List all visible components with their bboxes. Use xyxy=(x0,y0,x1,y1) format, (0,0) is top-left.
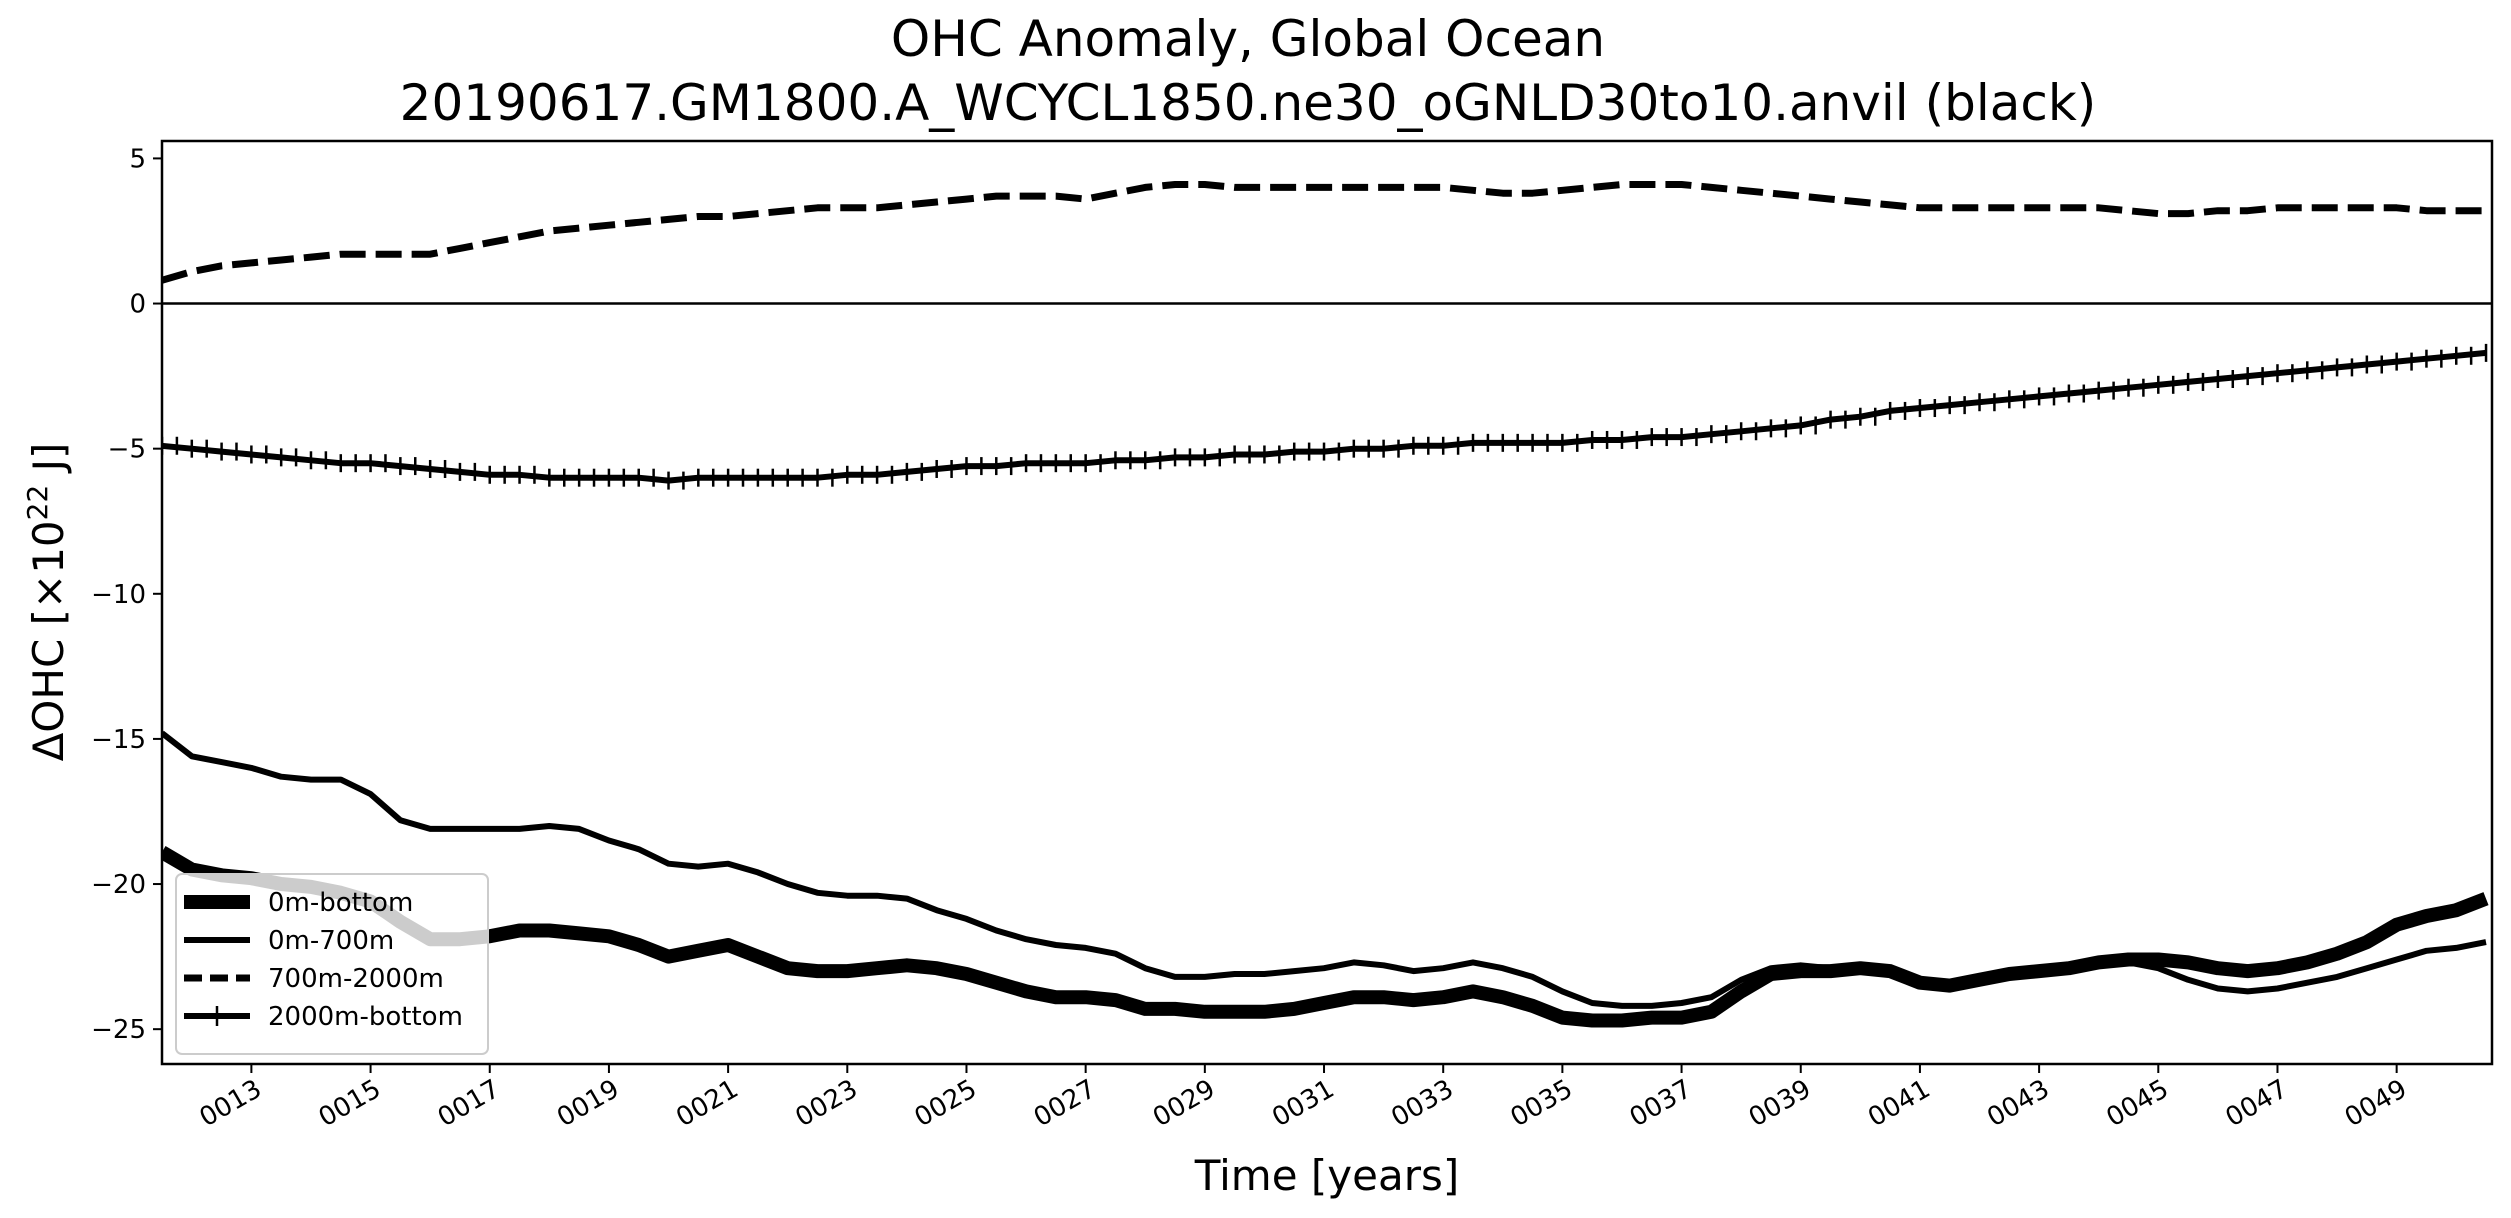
y-axis-label: ΔOHC [×1022 J] xyxy=(21,443,73,762)
series-line-2000m-bottom xyxy=(162,349,2487,484)
x-tick-label: 0025 xyxy=(910,1074,982,1133)
x-tick-label: 0031 xyxy=(1267,1074,1339,1133)
series-line-0m-bottom xyxy=(162,846,2489,1028)
x-axis-label: Time [years] xyxy=(1194,1151,1460,1200)
plot-area xyxy=(160,139,2494,1066)
x-tick-label: 0027 xyxy=(1029,1074,1101,1133)
legend-label-2000m-bottom: 2000m-bottom xyxy=(268,1002,463,1032)
chart-subtitle: 20190617.GM1800.A_WCYCL1850.ne30_oGNLD30… xyxy=(400,74,2097,132)
x-tick-label: 0037 xyxy=(1625,1074,1697,1133)
x-tick-label: 0039 xyxy=(1744,1074,1816,1133)
x-tick-label: 0021 xyxy=(671,1074,743,1133)
x-tick-label: 0023 xyxy=(790,1074,862,1133)
series-line-0m-700m xyxy=(162,730,2487,1009)
x-tick-label: 0013 xyxy=(195,1074,267,1133)
x-tick-label: 0045 xyxy=(2101,1074,2173,1133)
x-tick-label: 0047 xyxy=(2221,1074,2293,1133)
y-tick-label: −5 xyxy=(108,435,146,465)
y-tick-label: 0 xyxy=(129,290,146,320)
y-tick-label: −15 xyxy=(91,725,146,755)
x-tick-label: 0049 xyxy=(2340,1074,2412,1133)
x-tick-label: 0019 xyxy=(552,1074,624,1133)
x-tick-label: 0029 xyxy=(1148,1074,1220,1133)
y-tick-label: 5 xyxy=(129,144,146,174)
x-tick-label: 0041 xyxy=(1863,1074,1935,1133)
plot-frame xyxy=(160,139,2494,1066)
x-tick-label: 0035 xyxy=(1506,1074,1578,1133)
legend-box xyxy=(175,873,489,1055)
y-tick-label: −25 xyxy=(91,1015,146,1045)
x-axis: 0013 0015 0017 0019 0021 0023 0025 0027 0029 0031… xyxy=(195,1064,2412,1133)
y-tick-label: −20 xyxy=(91,870,146,900)
chart-title: OHC Anomaly, Global Ocean xyxy=(891,10,1605,68)
x-tick-label: 0043 xyxy=(1982,1074,2054,1133)
series-line-700m-2000m xyxy=(162,181,2486,284)
x-tick-label: 0017 xyxy=(433,1074,505,1133)
legend: 0m-bottom 0m-700m 700m-2000m 2000m-bottom xyxy=(175,873,489,1055)
y-axis-label-prefix: ΔOHC [×10 xyxy=(24,520,73,761)
x-tick-label: 0033 xyxy=(1386,1074,1458,1133)
legend-label-700m-2000m: 700m-2000m xyxy=(268,964,444,994)
y-tick-label: −10 xyxy=(91,580,146,610)
x-tick-label: 0015 xyxy=(314,1074,386,1133)
legend-label-0m-700m: 0m-700m xyxy=(268,926,394,956)
y-axis-label-suffix: J] xyxy=(24,443,73,485)
y-axis: 5 0 −5 −10 −15 −20 −25 xyxy=(91,144,162,1045)
y-axis-label-exponent: 22 xyxy=(21,485,54,521)
legend-label-0m-bottom: 0m-bottom xyxy=(268,888,413,918)
